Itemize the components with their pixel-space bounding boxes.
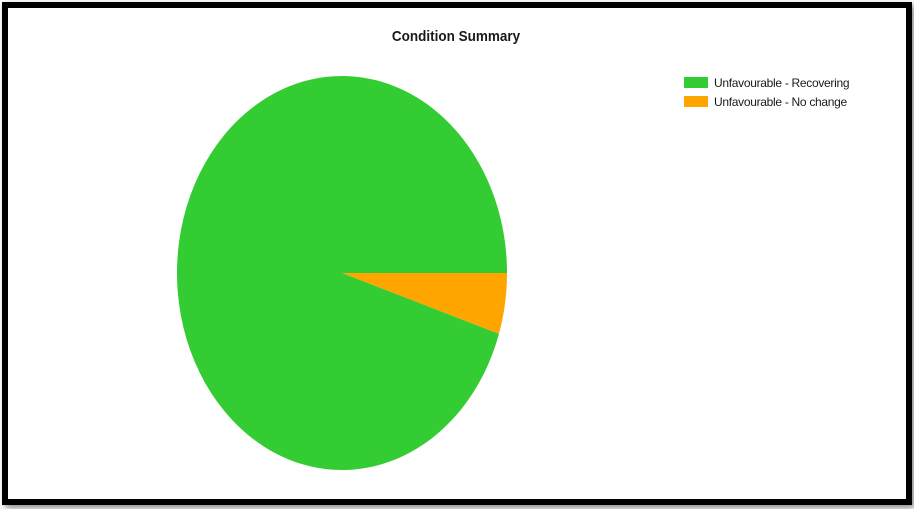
legend-swatch-no-change — [684, 96, 708, 107]
legend-item-recovering: Unfavourable - Recovering — [684, 73, 850, 92]
pie-slice-recovering — [177, 75, 508, 470]
legend-label-no-change: Unfavourable - No change — [714, 94, 847, 109]
pie-slice-no-change — [342, 273, 507, 334]
legend-item-no-change: Unfavourable - No change — [684, 92, 849, 111]
legend-swatch-recovering — [684, 77, 708, 88]
legend-label-recovering: Unfavourable - Recovering — [714, 75, 850, 90]
chart-title: Condition Summary — [391, 28, 521, 45]
chart-legend: Unfavourable - Recovering Unfavourable -… — [684, 73, 850, 111]
